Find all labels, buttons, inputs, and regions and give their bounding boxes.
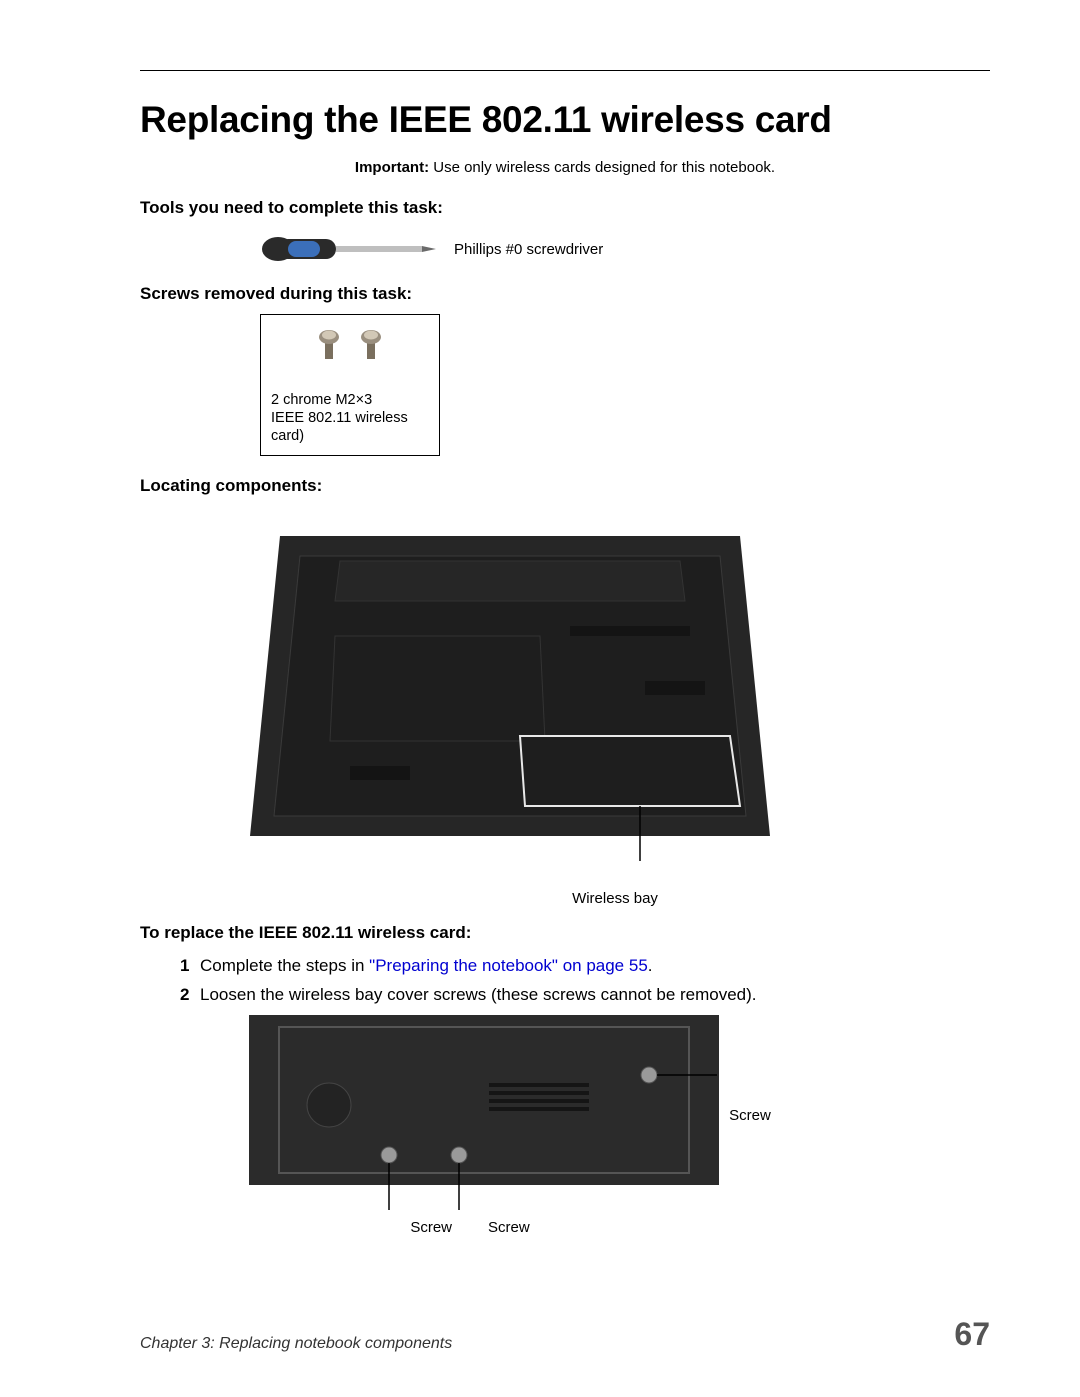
tool-caption: Phillips #0 screwdriver — [454, 241, 603, 258]
screw-label-right: Screw — [729, 1107, 771, 1124]
page-title: Replacing the IEEE 802.11 wireless card — [140, 99, 990, 141]
step-pre: Loosen the wireless bay cover screws (th… — [200, 985, 757, 1004]
screwdriver-icon — [260, 228, 440, 270]
screw-icons — [318, 327, 382, 363]
step-2: 2 Loosen the wireless bay cover screws (… — [140, 982, 990, 1008]
step-text: Complete the steps in "Preparing the not… — [200, 953, 990, 979]
tools-heading: Tools you need to complete this task: — [140, 198, 990, 218]
closeup-figure: Screw Screw Screw — [200, 1015, 820, 1236]
footer-chapter: Chapter 3: Replacing notebook components — [140, 1335, 452, 1353]
replace-heading: To replace the IEEE 802.11 wireless card… — [140, 923, 990, 943]
screw-label-bottom-right: Screw — [488, 1219, 530, 1236]
laptop-figure: Wireless bay — [240, 506, 780, 907]
wireless-bay-closeup-icon — [249, 1015, 719, 1215]
page-footer: Chapter 3: Replacing notebook components… — [140, 1316, 990, 1353]
step-1: 1 Complete the steps in "Preparing the n… — [140, 953, 990, 979]
screws-heading: Screws removed during this task: — [140, 284, 990, 304]
laptop-bottom-icon — [240, 506, 780, 886]
step-number: 1 — [140, 953, 180, 979]
step-number: 2 — [140, 982, 180, 1008]
step-text: Loosen the wireless bay cover screws (th… — [200, 982, 990, 1008]
important-text: Use only wireless cards designed for thi… — [429, 159, 775, 176]
screw-box-text: 2 chrome M2×3 IEEE 802.11 wireless card) — [271, 391, 429, 445]
step-post: . — [648, 956, 653, 975]
top-rule — [140, 70, 990, 71]
steps-list: 1 Complete the steps in "Preparing the n… — [140, 953, 990, 1007]
screw-box: 2 chrome M2×3 IEEE 802.11 wireless card) — [260, 314, 440, 456]
screw-icon — [360, 327, 382, 363]
tool-row: Phillips #0 screwdriver — [140, 228, 990, 270]
screw-icon — [318, 327, 340, 363]
wireless-bay-label: Wireless bay — [572, 890, 658, 907]
crossref-link[interactable]: "Preparing the notebook" on page 55 — [369, 956, 648, 975]
important-label: Important: — [355, 159, 429, 176]
screw-label-bottom-left: Screw — [410, 1219, 452, 1236]
locating-heading: Locating components: — [140, 476, 990, 496]
step-pre: Complete the steps in — [200, 956, 369, 975]
important-note: Important: Use only wireless cards desig… — [140, 159, 990, 176]
page-number: 67 — [954, 1316, 990, 1353]
